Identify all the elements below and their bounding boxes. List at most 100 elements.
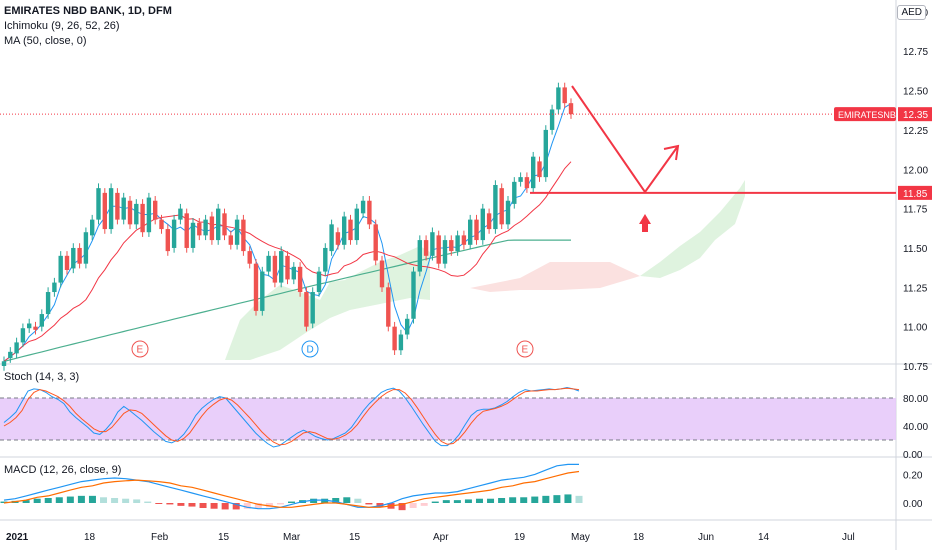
time-tick-label: Jul: [842, 532, 855, 543]
candle-body: [518, 177, 523, 182]
macd-histogram-bar: [354, 498, 362, 503]
event-marker-label: E: [137, 345, 144, 356]
kumo-future-area: [640, 180, 745, 278]
price-tick-label: 11.75: [903, 205, 928, 216]
stoch-tick-label: 80.00: [903, 394, 928, 405]
macd-histogram-bar: [44, 497, 52, 503]
candle-body: [77, 247, 82, 264]
macd-histogram-bar: [310, 498, 318, 503]
symbol-title[interactable]: EMIRATES NBD BANK, 1D, DFM: [4, 5, 172, 17]
macd-histogram-bar: [55, 497, 63, 503]
macd-histogram-bar: [520, 497, 528, 503]
candle-body: [335, 232, 341, 245]
candle-body: [379, 260, 385, 288]
macd-histogram-bar: [564, 494, 572, 503]
candle-body: [323, 247, 328, 272]
price-tick-label: 11.00: [903, 323, 928, 334]
candle-body: [524, 177, 530, 189]
macd-histogram-bar: [122, 498, 130, 503]
signal-line: [3, 470, 580, 508]
projection-path: [571, 85, 679, 194]
stoch-legend[interactable]: Stoch (14, 3, 3): [4, 371, 80, 383]
candle-body: [39, 314, 44, 327]
macd-histogram-bar: [265, 503, 273, 508]
price-tick-label: 12.25: [903, 126, 928, 137]
candle-body: [461, 235, 467, 245]
candle-body: [178, 208, 183, 220]
candle-body: [171, 219, 177, 248]
time-tick-label: Jun: [698, 532, 714, 543]
macd-histogram-bar: [553, 495, 561, 503]
macd-histogram-bar: [88, 495, 96, 503]
ichimoku-cloud: [225, 180, 745, 360]
time-tick-label: 19: [514, 532, 526, 543]
candle-body: [474, 219, 479, 241]
stoch-band: [0, 398, 896, 440]
macd-histogram-bar: [100, 497, 108, 503]
macd-histogram-bar: [66, 496, 74, 503]
time-tick-label: May: [571, 532, 590, 543]
candle-body: [348, 219, 353, 241]
price-tick-label: 12.75: [903, 47, 928, 58]
candle-body: [329, 224, 334, 252]
candle-body: [512, 181, 517, 204]
ichimoku-legend[interactable]: Ichimoku (9, 26, 52, 26): [4, 20, 120, 32]
currency-badge[interactable]: AED: [897, 5, 926, 20]
time-tick-label: Mar: [283, 532, 301, 543]
time-axis: 2021 18 Feb 15 Mar 15 Apr 19 May 18 Jun 14 Jul: [6, 532, 855, 543]
event-marker-circle: [131, 340, 149, 358]
macd-tick-label: 0.00: [903, 499, 923, 510]
candle-body: [386, 287, 391, 327]
macd-histogram-bar: [221, 503, 229, 510]
candle-body: [279, 251, 284, 283]
candle-body: [486, 213, 492, 230]
candle-body: [285, 255, 290, 280]
time-tick-label: Feb: [151, 532, 169, 543]
macd-histogram-bar: [243, 503, 251, 509]
candle-body: [165, 229, 170, 252]
event-marker-circle: [516, 340, 534, 358]
candle-body: [96, 188, 101, 220]
candle-body: [260, 271, 265, 311]
last-price-badge: [898, 107, 932, 122]
stoch-pane: 80.00 40.00 0.00: [0, 386, 928, 461]
candle-body: [549, 109, 555, 130]
candle-body: [27, 323, 32, 329]
macd-histogram-bar: [77, 495, 85, 503]
candle-body: [108, 188, 114, 230]
candle-body: [134, 203, 139, 225]
ma-legend[interactable]: MA (50, close, 0): [4, 35, 87, 47]
macd-histogram-bar: [343, 497, 351, 503]
candle-body: [342, 216, 347, 245]
candle-body: [417, 240, 422, 272]
projection-arrowhead: [663, 144, 680, 161]
candle-body: [127, 200, 133, 225]
up-arrow-head: [639, 214, 651, 224]
macd-histogram-bar: [332, 497, 340, 503]
candle-body: [203, 219, 208, 236]
kumo-bull-area: [225, 246, 430, 360]
candle-body: [537, 161, 542, 178]
candle-body: [392, 326, 397, 351]
time-tick-label: 18: [84, 532, 96, 543]
trend-drawings: EMIRATESNBD 12.35 11.85 E D E: [0, 85, 932, 358]
candle-body: [8, 351, 13, 359]
macd-legend[interactable]: MACD (12, 26, close, 9): [4, 464, 122, 476]
support-level-value: 11.85: [903, 189, 928, 200]
candle-body: [373, 224, 378, 261]
candle-body: [190, 222, 196, 248]
macd-histogram-bar: [365, 503, 373, 505]
macd-histogram-bar: [22, 500, 30, 503]
candle-body: [272, 255, 278, 283]
candlestick-series: [1, 82, 574, 371]
candle-body: [480, 208, 485, 241]
candle-body: [45, 292, 51, 315]
macd-histogram-bar: [133, 499, 141, 503]
time-tick-label: 2021: [6, 532, 29, 543]
up-arrow-shaft: [642, 224, 648, 232]
macd-histogram-bar: [531, 496, 539, 503]
candle-body: [304, 292, 309, 327]
macd-histogram-bar: [0, 501, 8, 503]
